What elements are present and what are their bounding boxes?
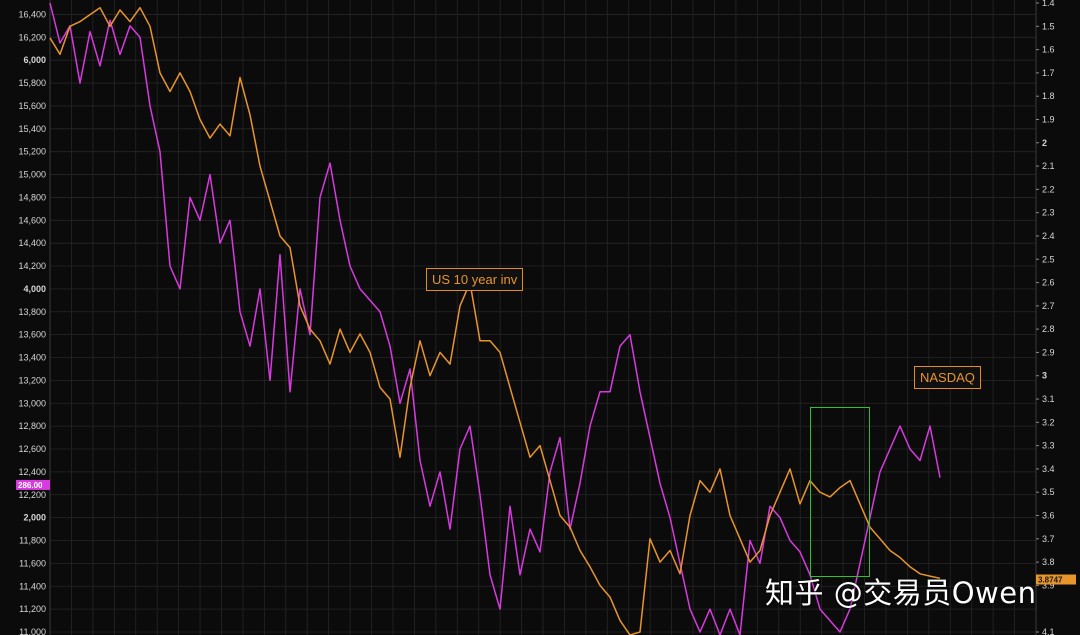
right-tick-label: 3	[1042, 371, 1047, 381]
us10-last-value-text: 3.8747	[1038, 576, 1063, 585]
right-tick-label: 4.1	[1042, 627, 1055, 635]
left-tick-label: 13,800	[18, 307, 46, 317]
left-tick-label: 15,200	[18, 147, 46, 157]
right-y-axis: 1.4 1.5 1.6 1.7 1.8 1.9 2 2.1 2.2 2.3 2.4 2.5 2.6 2.7…	[1036, 0, 1055, 635]
left-tick-label: 12,400	[18, 467, 46, 477]
series-line-nasdaq	[49, 2, 941, 635]
right-tick-label: 1.6	[1042, 45, 1055, 55]
right-tick-label: 2.4	[1042, 231, 1055, 241]
right-tick-label: 2.1	[1042, 161, 1055, 171]
left-tick-label: 14,800	[18, 192, 46, 202]
watermark-text: 知乎 @交易员Owen	[765, 576, 1037, 610]
right-tick-label: 2.9	[1042, 347, 1055, 357]
right-tick-label: 3.1	[1042, 394, 1055, 404]
left-tick-label: 15,600	[18, 101, 46, 111]
series-line-us10	[49, 6, 941, 635]
series-lines	[49, 2, 941, 635]
right-tick-label: 2.2	[1042, 184, 1055, 194]
right-tick-label: 1.4	[1042, 0, 1055, 8]
left-tick-label: 4,000	[23, 284, 46, 294]
right-tick-label: 3.9	[1042, 580, 1055, 590]
nasdaq-last-value-tag	[16, 479, 50, 490]
left-y-axis: 16,400 16,200 6,000 15,800 15,600 15,400 15,20…	[18, 9, 46, 635]
right-tick-label: 1.9	[1042, 114, 1055, 124]
us10-last-value-tag	[1036, 574, 1076, 585]
left-tick-label: 14,400	[18, 238, 46, 248]
right-tick-label: 1.7	[1042, 68, 1055, 78]
right-tick-label: 2	[1042, 138, 1047, 148]
left-tick-label: 13,000	[18, 398, 46, 408]
right-tick-label: 2.8	[1042, 324, 1055, 334]
right-tick-label: 2.7	[1042, 301, 1055, 311]
left-tick-label: 2,000	[23, 513, 46, 523]
right-tick-label: 3.8	[1042, 557, 1055, 567]
left-tick-label: 15,800	[18, 78, 46, 88]
last-value-tags: 286.00 3.8747	[16, 479, 1076, 585]
left-tick-label: 12,200	[18, 490, 46, 500]
right-tick-label: 1.8	[1042, 91, 1055, 101]
left-tick-label: 15,400	[18, 124, 46, 134]
right-tick-label: 3.5	[1042, 487, 1055, 497]
right-tick-label: 3.4	[1042, 464, 1055, 474]
left-tick-label: 11,600	[19, 558, 46, 568]
left-tick-label: 11,200	[19, 604, 46, 614]
left-tick-label: 12,800	[18, 421, 46, 431]
right-tick-label: 2.5	[1042, 254, 1055, 264]
us10-annotation-label: US 10 year inv	[426, 268, 524, 291]
right-tick-label: 2.6	[1042, 278, 1055, 288]
grid-lines	[49, 0, 1037, 635]
left-tick-label: 6,000	[23, 55, 46, 65]
left-tick-label: 14,200	[18, 261, 46, 271]
left-tick-label: 13,600	[18, 330, 46, 340]
left-tick-label: 15,000	[18, 170, 46, 180]
nasdaq-last-value-text: 286.00	[18, 481, 43, 490]
left-tick-label: 11,400	[19, 581, 46, 591]
left-tick-label: 12,600	[18, 444, 46, 454]
left-tick-label: 16,400	[18, 9, 46, 19]
left-tick-label: 13,400	[18, 353, 46, 363]
recent-period-highlight-box	[810, 407, 870, 577]
left-tick-label: 11,000	[19, 627, 46, 635]
right-tick-label: 1.5	[1042, 21, 1055, 31]
left-tick-label: 14,600	[18, 215, 46, 225]
nasdaq-annotation-label: NASDAQ	[914, 366, 981, 389]
right-tick-label: 3.3	[1042, 441, 1055, 451]
right-tick-label: 3.7	[1042, 534, 1055, 544]
left-tick-label: 16,200	[18, 32, 46, 42]
left-tick-label: 13,200	[18, 375, 46, 385]
right-tick-label: 2.3	[1042, 208, 1055, 218]
right-tick-label: 3.2	[1042, 417, 1055, 427]
right-tick-label: 3.6	[1042, 511, 1055, 521]
left-tick-label: 11,800	[19, 536, 46, 546]
